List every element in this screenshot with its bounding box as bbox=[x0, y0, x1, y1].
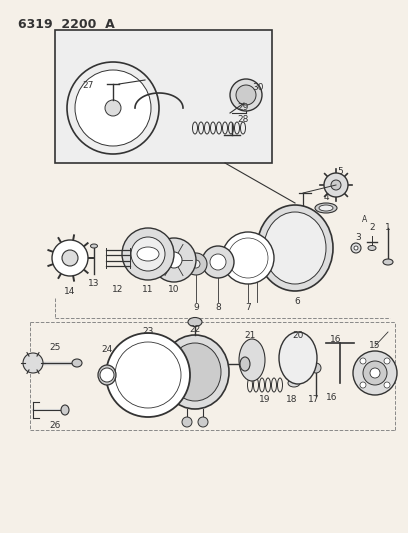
Text: 30: 30 bbox=[252, 84, 264, 93]
Circle shape bbox=[152, 238, 196, 282]
Circle shape bbox=[131, 237, 165, 271]
Text: 26: 26 bbox=[49, 421, 61, 430]
Text: 11: 11 bbox=[142, 286, 154, 295]
Ellipse shape bbox=[368, 246, 376, 251]
Ellipse shape bbox=[140, 357, 150, 371]
Circle shape bbox=[122, 228, 174, 280]
Text: 22: 22 bbox=[189, 326, 201, 335]
Ellipse shape bbox=[169, 343, 221, 401]
Circle shape bbox=[52, 240, 88, 276]
Circle shape bbox=[105, 100, 121, 116]
Circle shape bbox=[311, 363, 321, 373]
Circle shape bbox=[236, 85, 256, 105]
Circle shape bbox=[210, 254, 226, 270]
Circle shape bbox=[198, 417, 208, 427]
Ellipse shape bbox=[161, 335, 229, 409]
Circle shape bbox=[166, 252, 182, 268]
Ellipse shape bbox=[239, 339, 265, 381]
Circle shape bbox=[324, 173, 348, 197]
Text: 23: 23 bbox=[142, 327, 154, 336]
Text: 2: 2 bbox=[369, 223, 375, 232]
Text: 24: 24 bbox=[101, 345, 113, 354]
Circle shape bbox=[23, 353, 43, 373]
Circle shape bbox=[331, 180, 341, 190]
Text: 16: 16 bbox=[326, 393, 338, 402]
Ellipse shape bbox=[315, 203, 337, 213]
Text: 21: 21 bbox=[244, 330, 256, 340]
Text: 16: 16 bbox=[330, 335, 342, 344]
Ellipse shape bbox=[319, 205, 333, 211]
Circle shape bbox=[185, 253, 207, 275]
Text: 8: 8 bbox=[215, 303, 221, 312]
Text: 25: 25 bbox=[49, 343, 61, 351]
Circle shape bbox=[75, 70, 151, 146]
Text: 5: 5 bbox=[337, 167, 343, 176]
Text: 20: 20 bbox=[292, 330, 304, 340]
Circle shape bbox=[182, 417, 192, 427]
Ellipse shape bbox=[61, 405, 69, 415]
Text: 7: 7 bbox=[245, 303, 251, 312]
Ellipse shape bbox=[264, 212, 326, 284]
Ellipse shape bbox=[72, 359, 82, 367]
Circle shape bbox=[384, 382, 390, 388]
Circle shape bbox=[192, 260, 200, 268]
Ellipse shape bbox=[279, 332, 317, 384]
Ellipse shape bbox=[288, 379, 300, 387]
Text: 1: 1 bbox=[385, 223, 391, 232]
Text: 4: 4 bbox=[323, 193, 329, 203]
Text: 18: 18 bbox=[286, 395, 298, 405]
Circle shape bbox=[106, 333, 190, 417]
Circle shape bbox=[354, 246, 358, 250]
Ellipse shape bbox=[188, 318, 202, 327]
Circle shape bbox=[360, 382, 366, 388]
Text: 27: 27 bbox=[82, 80, 94, 90]
Text: 14: 14 bbox=[64, 287, 76, 296]
Ellipse shape bbox=[285, 369, 303, 381]
Ellipse shape bbox=[98, 365, 116, 385]
Text: 28: 28 bbox=[237, 116, 248, 125]
Ellipse shape bbox=[383, 259, 393, 265]
Text: 9: 9 bbox=[193, 303, 199, 312]
Text: 15: 15 bbox=[369, 341, 381, 350]
Circle shape bbox=[351, 243, 361, 253]
Text: A: A bbox=[362, 215, 368, 224]
Circle shape bbox=[222, 232, 274, 284]
Text: 13: 13 bbox=[88, 279, 100, 288]
Text: 3: 3 bbox=[355, 232, 361, 241]
Circle shape bbox=[67, 62, 159, 154]
Text: 17: 17 bbox=[308, 395, 320, 405]
Ellipse shape bbox=[240, 357, 250, 371]
Circle shape bbox=[230, 79, 262, 111]
Text: 12: 12 bbox=[112, 286, 124, 295]
Ellipse shape bbox=[91, 244, 98, 248]
Text: 6: 6 bbox=[294, 297, 300, 306]
Circle shape bbox=[100, 368, 114, 382]
Text: 10: 10 bbox=[168, 286, 180, 295]
Circle shape bbox=[363, 361, 387, 385]
Circle shape bbox=[202, 246, 234, 278]
Text: 19: 19 bbox=[259, 395, 271, 405]
Text: 29: 29 bbox=[237, 103, 248, 112]
Text: 6319  2200  A: 6319 2200 A bbox=[18, 18, 115, 31]
Circle shape bbox=[370, 368, 380, 378]
Ellipse shape bbox=[257, 205, 333, 291]
Ellipse shape bbox=[137, 247, 159, 261]
Circle shape bbox=[384, 358, 390, 364]
Circle shape bbox=[360, 358, 366, 364]
Circle shape bbox=[62, 250, 78, 266]
Circle shape bbox=[353, 351, 397, 395]
Bar bbox=[55, 30, 272, 163]
